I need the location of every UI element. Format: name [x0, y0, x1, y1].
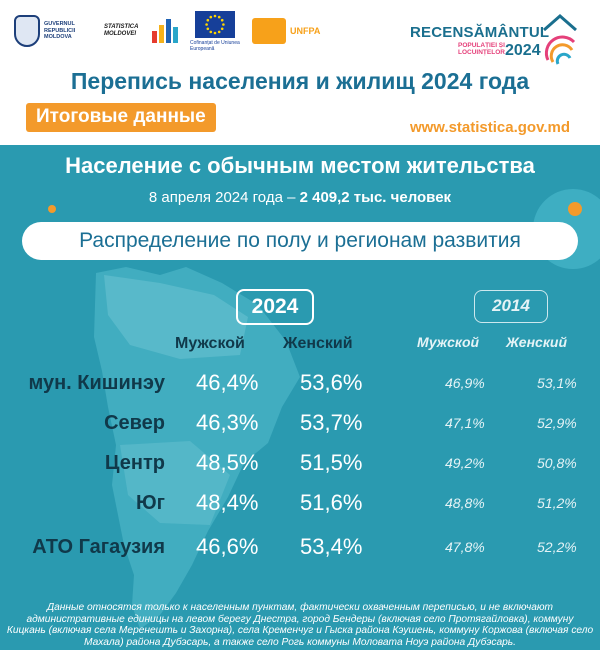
male-2024-value: 48,4%	[196, 490, 259, 515]
male-2014-value: 47,1%	[445, 415, 485, 431]
female-2014-value: 52,9%	[537, 415, 577, 431]
female-2014-value: 52,2%	[537, 539, 577, 555]
census-logo-year: 2024	[505, 42, 541, 59]
male-2014-value: 47,8%	[445, 539, 485, 555]
col-male-2024: Мужской	[175, 335, 245, 352]
male-2024-value: 48,5%	[196, 450, 259, 475]
eu-caption: Cofinanțat de Uniunea Europeană	[190, 39, 240, 52]
un-emblem-icon	[252, 18, 286, 44]
decor-dot	[568, 202, 582, 216]
header: GUVERNUL REPUBLICII MOLDOVA STATISTICA M…	[0, 0, 600, 145]
female-2014-value: 51,2%	[537, 495, 577, 511]
census-house-icon	[543, 14, 577, 65]
region-label: Центр	[104, 452, 165, 474]
col-female-2024: Женский	[283, 335, 353, 352]
region-label: Север	[104, 412, 165, 434]
coat-of-arms-icon	[14, 15, 40, 47]
census-logo-subtitle-line2: LOCUINȚELOR	[458, 49, 505, 56]
final-data-badge: Итоговые данные	[26, 103, 216, 132]
eu-logo: Cofinanțat de Uniunea Europeană	[190, 10, 240, 52]
unfpa-logo: UNFPA	[252, 18, 320, 44]
panel-title: Население с обычным местом жительства	[65, 153, 535, 178]
female-2024-value: 53,6%	[300, 370, 363, 395]
female-2024-value: 53,7%	[300, 410, 363, 435]
region-label: Юг	[136, 492, 165, 514]
statistica-logo-text: STATISTICA MOLDOVEI	[104, 24, 139, 37]
male-2024-value: 46,3%	[196, 410, 259, 435]
census-logo: RECENSĂMÂNTUL POPULAȚIEI ȘI LOCUINȚELOR …	[410, 8, 580, 68]
region-label: АТО Гагаузия	[32, 536, 165, 558]
male-2014-value: 48,8%	[445, 495, 485, 511]
female-2014-value: 50,8%	[537, 455, 577, 471]
population-value: 2 409,2	[299, 189, 350, 206]
male-2024-value: 46,4%	[196, 370, 259, 395]
decor-dot	[48, 205, 56, 213]
population-unit: тыс. человек	[349, 189, 452, 206]
census-date-line: 8 апреля 2024 года – 2 409,2 тыс. челове…	[0, 189, 600, 206]
government-logo: GUVERNUL REPUBLICII MOLDOVA	[14, 15, 92, 47]
female-2024-value: 53,4%	[300, 534, 363, 559]
census-date-text: 8 апреля 2024 года –	[148, 189, 300, 206]
col-female-2014: Женский	[506, 334, 568, 350]
statistica-logo: STATISTICA MOLDOVEI	[104, 19, 178, 43]
footnote: Данные относятся только к населенным пун…	[6, 602, 594, 648]
page-title: Перепись населения и жилищ 2024 года	[70, 68, 530, 94]
male-2024-value: 46,6%	[196, 534, 259, 559]
year-2024-box: 2024	[236, 289, 314, 325]
distribution-subtitle: Распределение по полу и регионам развити…	[22, 222, 578, 260]
female-2014-value: 53,1%	[537, 375, 577, 391]
government-logo-text: GUVERNUL REPUBLICII MOLDOVA	[44, 21, 76, 41]
female-2024-value: 51,5%	[300, 450, 363, 475]
col-male-2014: Мужской	[417, 334, 480, 350]
statistica-bars-icon	[152, 19, 178, 43]
unfpa-text: UNFPA	[290, 26, 321, 36]
year-2014-box: 2014	[474, 290, 548, 323]
male-2014-value: 46,9%	[445, 375, 485, 391]
website-link[interactable]: www.statistica.gov.md	[409, 119, 570, 136]
moldova-map-icon	[94, 267, 300, 629]
region-label: мун. Кишинэу	[28, 372, 165, 394]
male-2014-value: 49,2%	[445, 455, 485, 471]
census-logo-subtitle: POPULAȚIEI ȘI LOCUINȚELOR	[458, 42, 505, 56]
female-2024-value: 51,6%	[300, 490, 363, 515]
census-logo-subtitle-line1: POPULAȚIEI ȘI	[458, 42, 505, 49]
results-panel: Население с обычным местом жительства 8 …	[0, 145, 600, 650]
eu-flag-icon	[195, 10, 235, 38]
partner-logos: GUVERNUL REPUBLICII MOLDOVA STATISTICA M…	[14, 10, 320, 52]
census-logo-title: RECENSĂMÂNTUL	[410, 24, 550, 41]
